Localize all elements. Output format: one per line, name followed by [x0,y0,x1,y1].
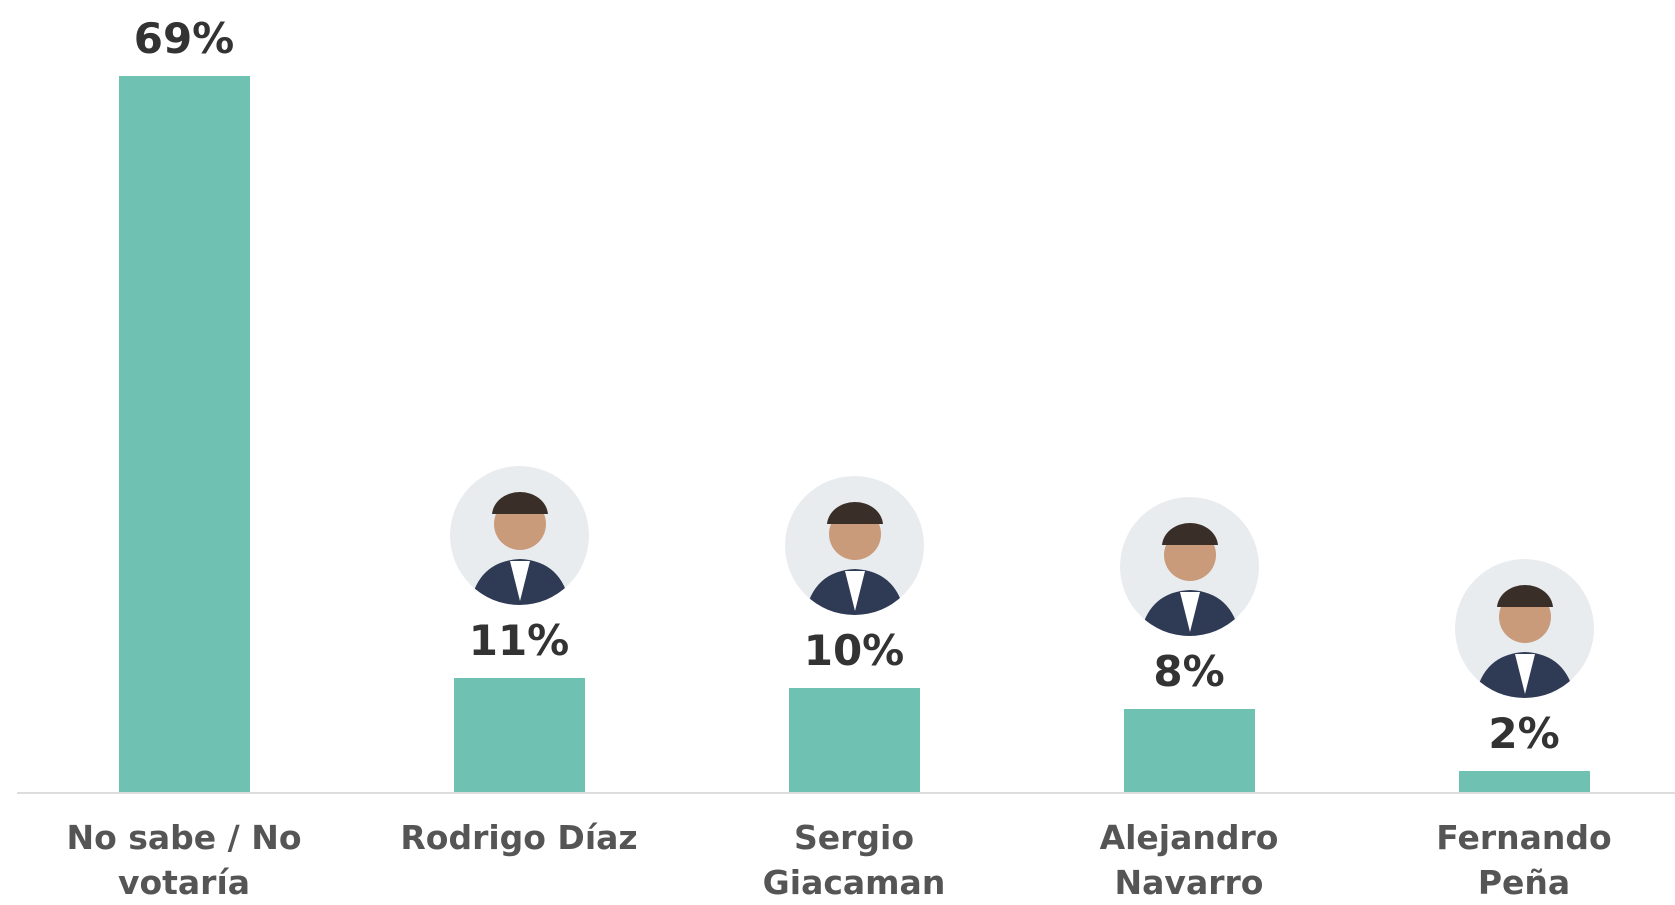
candidate-photo [1455,559,1594,698]
value-label: 11% [419,616,619,665]
category-label: Fernando Peña [1394,815,1654,905]
candidate-photo [450,466,589,605]
bar [1459,771,1590,792]
category-label: Sergio Giacaman [724,815,984,905]
candidate-photo [785,476,924,615]
bar [454,678,585,792]
value-label: 69% [84,14,284,63]
value-label: 8% [1089,647,1289,696]
bar [1124,709,1255,792]
category-label: Rodrigo Díaz [389,815,649,860]
chart: 69% No sabe / No votaría 11% Rodrigo Díaz 10… [0,0,1675,904]
value-label: 2% [1424,709,1624,758]
bar [789,688,920,792]
photo-silhouette [1455,559,1594,698]
category-label: Alejandro Navarro [1059,815,1319,905]
category-label: No sabe / No votaría [54,815,314,905]
photo-silhouette [450,466,589,605]
photo-silhouette [785,476,924,615]
baseline [17,792,1675,794]
bar [119,76,250,792]
photo-silhouette [1120,497,1259,636]
value-label: 10% [754,626,954,675]
candidate-photo [1120,497,1259,636]
